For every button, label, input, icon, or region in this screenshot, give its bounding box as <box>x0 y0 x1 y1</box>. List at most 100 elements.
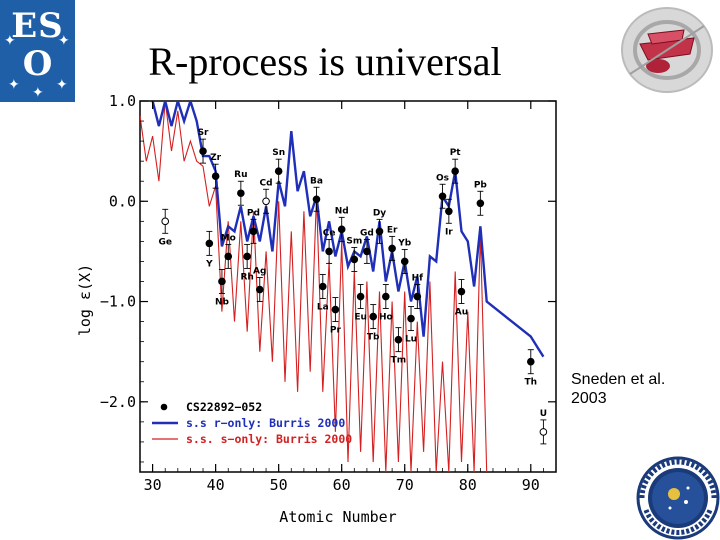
star-data-point <box>325 247 333 256</box>
star-data-point <box>407 314 415 323</box>
legend-label: s.s r−only: Burris 2000 <box>186 416 345 430</box>
eso-logo-text-line1: ES <box>11 6 64 46</box>
star-data-point <box>375 227 384 236</box>
element-label: Ce <box>323 228 336 238</box>
star-data-point <box>218 277 226 286</box>
star-data-point <box>199 147 207 155</box>
citation: Sneden et al. 2003 <box>571 370 665 408</box>
x-tick-label: 40 <box>207 476 225 494</box>
star-data-point <box>539 428 548 436</box>
star-data-point <box>457 287 466 296</box>
element-label: Eu <box>354 313 367 323</box>
star-icon: ✦ <box>32 84 44 100</box>
element-label: Ho <box>379 313 393 323</box>
element-label: Ag <box>253 267 266 277</box>
element-label: Sr <box>198 128 209 138</box>
element-label: Nb <box>215 297 230 307</box>
star-data-point <box>400 257 409 266</box>
x-tick-label: 70 <box>396 476 414 494</box>
element-label: Dy <box>373 208 386 218</box>
x-tick-label: 30 <box>144 476 162 494</box>
x-tick-label: 80 <box>459 476 477 494</box>
s-only-series-line <box>140 101 488 472</box>
star-data-point <box>388 244 396 253</box>
abundance-chart: 30 40 50 60 70 80 90 1.0 0.0 −1.0 −2.0 Ge Sr Y Zr Nb Mo R… <box>76 95 557 526</box>
star-data-point <box>476 199 485 208</box>
star-data-point <box>350 255 359 264</box>
legend-label: CS22892−052 <box>186 400 262 414</box>
x-tick-label: 60 <box>333 476 351 494</box>
element-label: Yb <box>397 238 412 248</box>
star-data-point <box>211 172 220 181</box>
star-data-point <box>451 167 459 175</box>
y-tick-label: −1.0 <box>100 293 136 311</box>
eso-logo: ES O ✦ ✦ ✦ ✦ ✦ <box>0 0 75 102</box>
star-data-point <box>382 292 390 301</box>
star-data-point <box>356 292 365 301</box>
star-data-point <box>363 247 371 256</box>
element-label: Au <box>455 308 468 318</box>
star-data-point <box>274 167 283 175</box>
element-label: Rh <box>240 272 253 282</box>
y-tick-label: 0.0 <box>109 192 136 210</box>
star-data-point <box>161 217 170 226</box>
star-data-point <box>224 252 233 261</box>
star-data-point <box>243 252 251 261</box>
star-data-point <box>249 227 258 236</box>
element-label: Os <box>436 173 449 183</box>
element-label: Gd <box>360 228 374 238</box>
star-data-point <box>369 312 378 321</box>
r-only-series-line <box>151 101 545 358</box>
element-label: Ge <box>158 237 172 247</box>
element-label: Ru <box>234 170 247 180</box>
element-label: Cd <box>260 178 273 188</box>
element-label: Sn <box>272 148 285 158</box>
x-tick-label: 90 <box>522 476 540 494</box>
element-label: Sm <box>346 236 362 246</box>
element-label: Tb <box>367 333 380 343</box>
x-axis-label: Atomic Number <box>279 508 396 526</box>
star-data-point <box>413 292 422 301</box>
element-label: Hf <box>412 274 424 284</box>
element-label: Nd <box>335 206 349 216</box>
eso-logo-text-line2: O <box>22 44 53 84</box>
star-data-point <box>337 225 346 234</box>
star-data-point <box>255 285 264 294</box>
star-icon: ✦ <box>56 76 68 92</box>
star-data-point <box>394 335 403 344</box>
x-tick-label: 50 <box>270 476 288 494</box>
element-label: Th <box>525 378 538 388</box>
element-label: Lu <box>405 335 417 345</box>
element-label: Y <box>205 259 213 269</box>
element-label: Zr <box>210 153 222 163</box>
star-data-point <box>312 195 321 204</box>
element-label: Er <box>387 225 398 235</box>
star-data-point <box>318 282 327 291</box>
star-icon: ✦ <box>8 76 20 92</box>
citation-authors: Sneden et al. <box>571 371 666 388</box>
legend-marker <box>160 403 168 411</box>
citation-year: 2003 <box>571 390 607 407</box>
element-label: Ir <box>445 227 453 237</box>
element-label: Ba <box>310 176 323 186</box>
star-data-point <box>526 357 535 366</box>
element-label: Pb <box>474 180 488 190</box>
star-data-point <box>262 197 270 206</box>
telescope-logo <box>621 7 713 93</box>
y-tick-label: −2.0 <box>100 393 136 411</box>
element-label: Pt <box>450 148 462 158</box>
element-label: Tm <box>391 356 407 366</box>
slide-title: R-process is universal <box>148 39 502 84</box>
star-icon: ✦ <box>58 32 70 48</box>
y-tick-label: 1.0 <box>109 95 136 110</box>
y-axis-label: log ε(X) <box>76 264 94 336</box>
star-data-point <box>331 305 340 314</box>
star-icon: ✦ <box>4 32 16 48</box>
element-label: La <box>317 303 329 313</box>
element-label: Pr <box>330 326 342 336</box>
iac-seal-logo <box>636 456 720 540</box>
element-label: Mo <box>221 233 236 243</box>
star-data-point <box>205 239 214 248</box>
star-data-point <box>438 192 447 201</box>
element-label: U <box>540 409 547 419</box>
